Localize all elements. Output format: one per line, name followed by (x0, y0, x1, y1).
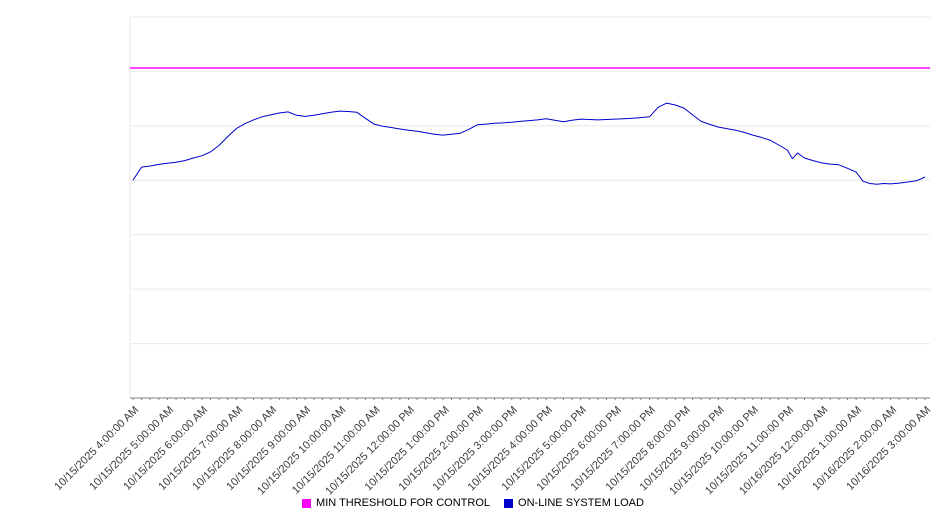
system-load-legend-marker (504, 498, 514, 508)
legend-item-system-load: ON-LINE SYSTEM LOAD (504, 497, 644, 509)
min-threshold-legend-marker (302, 498, 312, 508)
line-chart-plot (129, 16, 930, 400)
chart-legend: MIN THRESHOLD FOR CONTROL ON-LINE SYSTEM… (0, 497, 946, 509)
min-threshold-legend-label: MIN THRESHOLD FOR CONTROL (316, 497, 491, 509)
system-load-legend-label: ON-LINE SYSTEM LOAD (518, 497, 644, 509)
legend-item-min-threshold: MIN THRESHOLD FOR CONTROL (302, 497, 490, 509)
